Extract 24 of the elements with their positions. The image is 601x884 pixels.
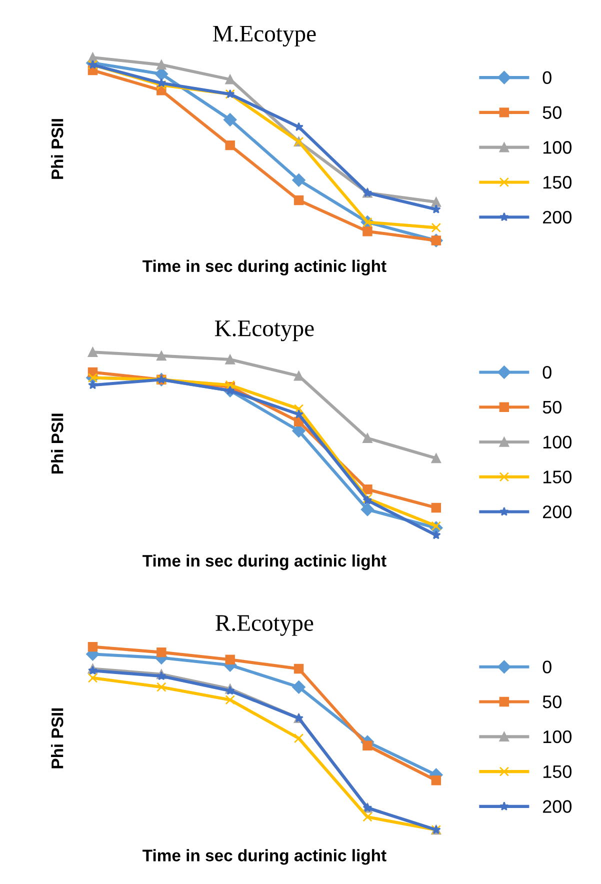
legend-label: 0 bbox=[542, 366, 552, 379]
legend-label: 200 bbox=[543, 210, 572, 224]
legend-label: 150 bbox=[543, 765, 572, 778]
y-axis-title: Phi PSII bbox=[51, 119, 64, 179]
chart-title: M.Ecotype bbox=[212, 26, 316, 46]
legend-label: 200 bbox=[543, 505, 572, 518]
legend-label: 150 bbox=[543, 176, 572, 189]
legend-label: 0 bbox=[542, 660, 552, 674]
x-axis-title: Time in sec during actinic light bbox=[142, 260, 386, 276]
x-axis-title: Time in sec during actinic light bbox=[142, 554, 386, 570]
legend-label: 100 bbox=[543, 436, 572, 448]
legend-label: 100 bbox=[543, 141, 572, 154]
y-axis-title: Phi PSII bbox=[51, 414, 64, 474]
legend-label: 50 bbox=[542, 106, 562, 119]
legend-label: 0 bbox=[542, 71, 552, 84]
y-axis-title: Phi PSII bbox=[51, 708, 64, 768]
legend-label: 50 bbox=[542, 400, 562, 414]
chart-title: R.Ecotype bbox=[216, 615, 314, 636]
x-axis-title: Time in sec during actinic light bbox=[142, 849, 386, 865]
legend-label: 50 bbox=[542, 695, 562, 708]
chart-title: K.Ecotype bbox=[214, 320, 314, 342]
legend-label: 150 bbox=[543, 470, 572, 484]
legend-label: 200 bbox=[543, 800, 572, 813]
legend-label: 100 bbox=[543, 730, 572, 744]
